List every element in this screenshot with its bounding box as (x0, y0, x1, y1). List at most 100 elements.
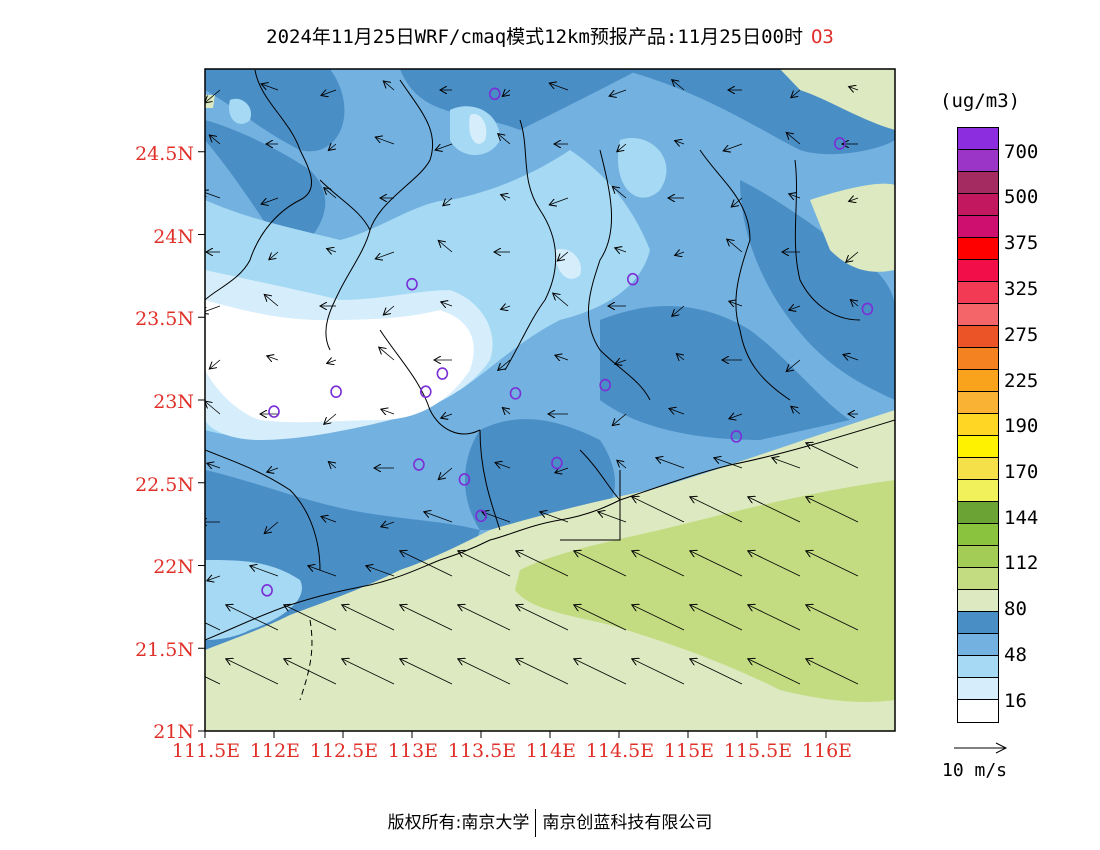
wind-arrow (669, 409, 685, 414)
wind-arrow (209, 135, 221, 145)
wind-arrow (632, 497, 685, 523)
lon-label: 113E (387, 740, 439, 762)
wind-arrow (205, 89, 221, 103)
legend-swatch (958, 678, 998, 700)
wind-arrow (516, 659, 569, 685)
station-marker (551, 456, 563, 470)
wind-arrow (729, 301, 743, 306)
wind-arrow (441, 302, 453, 306)
station-marker (475, 509, 487, 523)
lat-label: 21.5N (135, 639, 194, 661)
legend-swatch (958, 700, 998, 722)
wind-arrow (806, 443, 859, 469)
legend-label: 112 (1004, 552, 1039, 574)
color-legend (957, 127, 999, 723)
wind-arrow (549, 197, 569, 205)
legend-label: 325 (1004, 278, 1039, 300)
lon-label: 114.5E (585, 740, 655, 762)
wind-arrow (381, 409, 395, 414)
lon-label: 115.5E (723, 740, 793, 762)
wind-arrow (458, 659, 511, 685)
wind-arrow (786, 132, 801, 145)
wind-arrow (264, 521, 279, 534)
wind-arrow (269, 251, 279, 260)
wind-arrow (786, 359, 801, 372)
wind-arrow (806, 605, 859, 631)
wind-arrow (574, 605, 627, 631)
lat-label: 24.5N (135, 143, 194, 165)
wind-arrow (617, 143, 627, 152)
wind-arrow (205, 305, 221, 313)
wind-arrow (207, 463, 221, 468)
wind-arrow (495, 463, 511, 468)
legend-swatch (958, 238, 998, 260)
station-marker (488, 87, 501, 101)
station-marker (599, 378, 612, 392)
legend-swatch (958, 282, 998, 304)
axis-ticks (198, 151, 827, 738)
wind-arrow (574, 551, 627, 577)
wind-arrow (267, 356, 279, 360)
wind-arrow (791, 89, 801, 98)
wind-vectors (205, 80, 859, 685)
legend-swatch (958, 436, 998, 458)
lon-label: 112E (249, 740, 301, 762)
wind-arrow (676, 354, 684, 360)
wind-arrow (438, 467, 453, 480)
wind-arrow (324, 188, 337, 199)
wind-arrow (267, 468, 279, 472)
wind-arrow (379, 347, 395, 361)
legend-swatch (958, 150, 998, 172)
wind-arrow (400, 551, 453, 577)
wind-arrow (553, 293, 569, 307)
wind-arrow (321, 90, 337, 95)
legend-swatch (958, 260, 998, 282)
legend-swatch (958, 634, 998, 656)
wind-arrow (342, 659, 395, 685)
wind-arrow (846, 251, 859, 262)
station-marker (626, 272, 639, 286)
legend-label: 48 (1004, 644, 1027, 666)
wind-arrow (284, 605, 337, 631)
wind-arrow (843, 355, 859, 360)
wind-arrow (441, 414, 453, 418)
wind-arrow (615, 360, 627, 364)
wind-arrow (443, 197, 453, 206)
station-marker (458, 473, 471, 486)
wind-arrow (727, 239, 743, 253)
wind-scale-label: 10 m/s (942, 760, 1008, 781)
wind-arrow (557, 251, 569, 261)
wind-arrow (264, 294, 279, 307)
lon-label: 114E (525, 740, 577, 762)
wind-arrow (501, 306, 511, 309)
wind-arrow (383, 305, 395, 315)
legend-swatch (958, 590, 998, 612)
legend-swatch (958, 458, 998, 480)
wind-arrow (849, 198, 859, 201)
legend-label: 225 (1004, 370, 1039, 392)
wind-arrow (672, 305, 685, 316)
wind-arrow (458, 605, 511, 631)
legend-swatch (958, 568, 998, 590)
station-marker (861, 302, 874, 316)
legend-swatch (958, 304, 998, 326)
wind-arrow (324, 413, 337, 424)
wind-arrow (672, 80, 685, 91)
wind-arrow (849, 87, 859, 90)
copyright-left: 版权所有:南京大学 (387, 813, 530, 833)
legend-label: 16 (1004, 690, 1027, 712)
legend-unit: (ug/m3) (940, 90, 1021, 112)
wind-arrow (328, 462, 336, 468)
legend-swatch (958, 414, 998, 436)
wind-arrow (342, 605, 395, 631)
wind-arrow (205, 401, 221, 415)
monitoring-stations (261, 87, 874, 597)
wind-scale-arrow (954, 742, 1008, 754)
wind-arrow (209, 359, 221, 369)
copyright-footer: 版权所有:南京大学 南京创蓝科技有限公司 (0, 808, 1100, 837)
wind-arrow (501, 195, 511, 198)
wind-arrow (748, 497, 801, 523)
wind-arrow (690, 551, 743, 577)
wind-arrow (772, 458, 801, 469)
